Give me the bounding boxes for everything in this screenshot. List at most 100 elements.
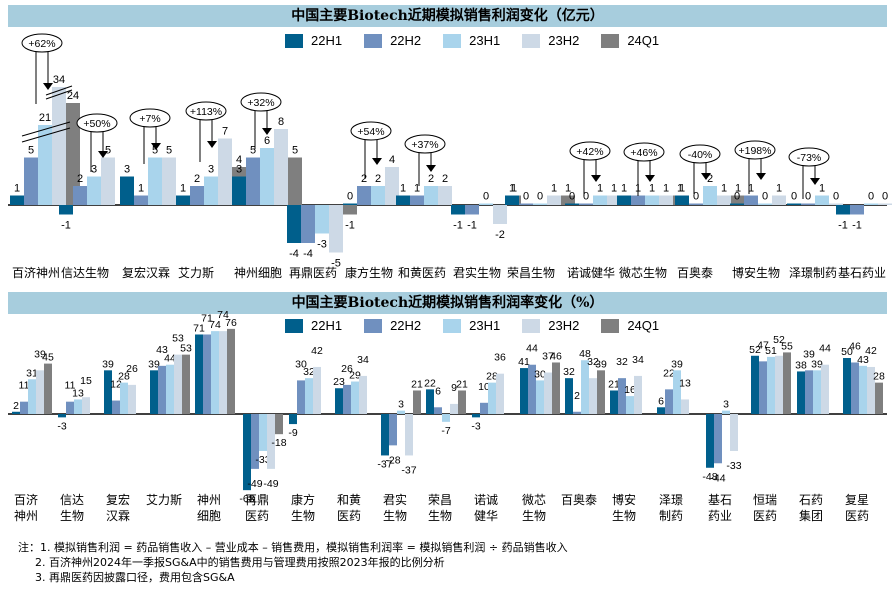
annotation-ellipse (185, 101, 227, 121)
data-label: 24 (67, 90, 79, 102)
bar-22h2 (631, 195, 645, 205)
bar-22h2 (850, 205, 864, 215)
growth-annotation: +113% (185, 101, 227, 162)
data-label: 71 (201, 312, 213, 324)
data-label: 48 (579, 348, 591, 360)
category-label: 诺诚 (474, 493, 498, 507)
annotation-ellipse (623, 142, 665, 162)
arrow-down-icon (372, 158, 382, 165)
legend-item-22h1: 22H1 (285, 33, 342, 48)
data-label: 36 (494, 352, 506, 364)
data-label: -49 (263, 478, 278, 490)
bar-23h2 (775, 355, 783, 414)
data-label: 2 (707, 173, 713, 185)
bar-22h2 (251, 414, 259, 469)
data-label: 2 (375, 173, 381, 185)
bar-24q1 (783, 352, 791, 414)
category-label: 诺诚健华 (567, 266, 615, 280)
bar-23h1 (722, 410, 730, 414)
bar-23h2 (267, 414, 275, 469)
legend-item-22h1: 22H1 (285, 318, 342, 333)
data-label: 53 (180, 343, 192, 355)
category-label: 医药 (245, 509, 269, 523)
bar-22h2 (297, 380, 305, 414)
category-label: 荣昌 (428, 493, 452, 507)
data-label: 28 (873, 371, 885, 383)
data-label: 1 (663, 183, 669, 195)
category-label: 复宏汉霖 (122, 265, 170, 280)
data-label: 0 (523, 191, 529, 203)
legend-swatch (601, 33, 620, 48)
data-label: 1 (721, 183, 727, 195)
bar-24q1 (875, 382, 883, 414)
data-label: 26 (126, 363, 138, 375)
bar-22h1 (843, 358, 851, 414)
data-label: -1 (852, 220, 862, 232)
bar-24q1 (731, 195, 745, 205)
data-label: 0 (569, 191, 575, 203)
data-label: 6 (658, 395, 664, 407)
data-label: 1 (649, 183, 655, 195)
data-label: -18 (271, 437, 286, 449)
category-label: 医药 (337, 509, 361, 523)
bar-23h1 (593, 195, 607, 205)
arrow-down-icon (98, 151, 108, 158)
bar-23h1 (315, 205, 329, 234)
bar-24q1 (458, 390, 466, 414)
category-label: 生物 (612, 509, 636, 523)
data-label: 5 (28, 145, 34, 157)
data-label: 15 (80, 375, 92, 387)
bar-23h2 (36, 370, 44, 414)
bar-22h1 (396, 195, 410, 205)
data-label: 0 (868, 191, 874, 203)
data-label: 26 (341, 363, 353, 375)
data-label: 9 (451, 382, 457, 394)
footnotes: 注：1. 模拟销售利润 = 药品销售收入 – 营业成本 – 销售费用，模拟销售利… (18, 540, 568, 585)
bar-23h2 (274, 129, 288, 205)
bar-22h1 (730, 203, 744, 205)
bar-23h1 (148, 157, 162, 205)
category-label: 复宏 (106, 492, 130, 507)
bar-24q1 (597, 370, 605, 414)
data-label: 1 (180, 183, 186, 195)
data-label: -4 (303, 248, 313, 260)
legend-swatch (522, 318, 541, 333)
annotation-text: +32% (247, 97, 274, 109)
category-label: 艾力斯 (178, 266, 214, 280)
bar-22h1 (335, 388, 343, 414)
bar-23h1 (211, 331, 219, 414)
data-label: -4 (289, 248, 299, 260)
data-label: 21 (608, 378, 620, 390)
data-label: 1 (14, 183, 20, 195)
bar-22h1 (59, 205, 73, 215)
category-label: 健华 (474, 509, 498, 523)
annotation-ellipse (569, 141, 611, 161)
bar-23h1 (859, 365, 867, 414)
arrow-down-icon (701, 173, 711, 180)
data-label: 1 (138, 183, 144, 195)
bar-24q1 (561, 195, 575, 205)
data-label: 1 (819, 183, 825, 195)
bar-22h2 (301, 205, 315, 243)
data-label: -1 (61, 220, 71, 232)
legend-item-23h2: 23H2 (522, 33, 579, 48)
data-label: 5 (105, 145, 111, 157)
legend-item-23h1: 23H1 (443, 318, 500, 333)
category-label: 神州细胞 (234, 266, 282, 280)
bar-22h1 (12, 411, 20, 414)
annotation-ellipse (734, 140, 776, 160)
data-label: 5 (152, 145, 158, 157)
data-label: 38 (795, 359, 807, 371)
data-label: 42 (311, 345, 323, 357)
data-label: -1 (453, 220, 463, 232)
arrow-down-icon (810, 178, 820, 185)
data-label: 21 (411, 378, 423, 390)
category-label: 生物 (383, 509, 407, 523)
category-label: 博安 (612, 492, 636, 507)
data-label: 39 (34, 348, 46, 360)
bar-23h2 (438, 186, 452, 205)
data-label: 2 (13, 400, 19, 412)
bar-22h2 (66, 401, 74, 414)
bar-22h1 (451, 205, 465, 215)
